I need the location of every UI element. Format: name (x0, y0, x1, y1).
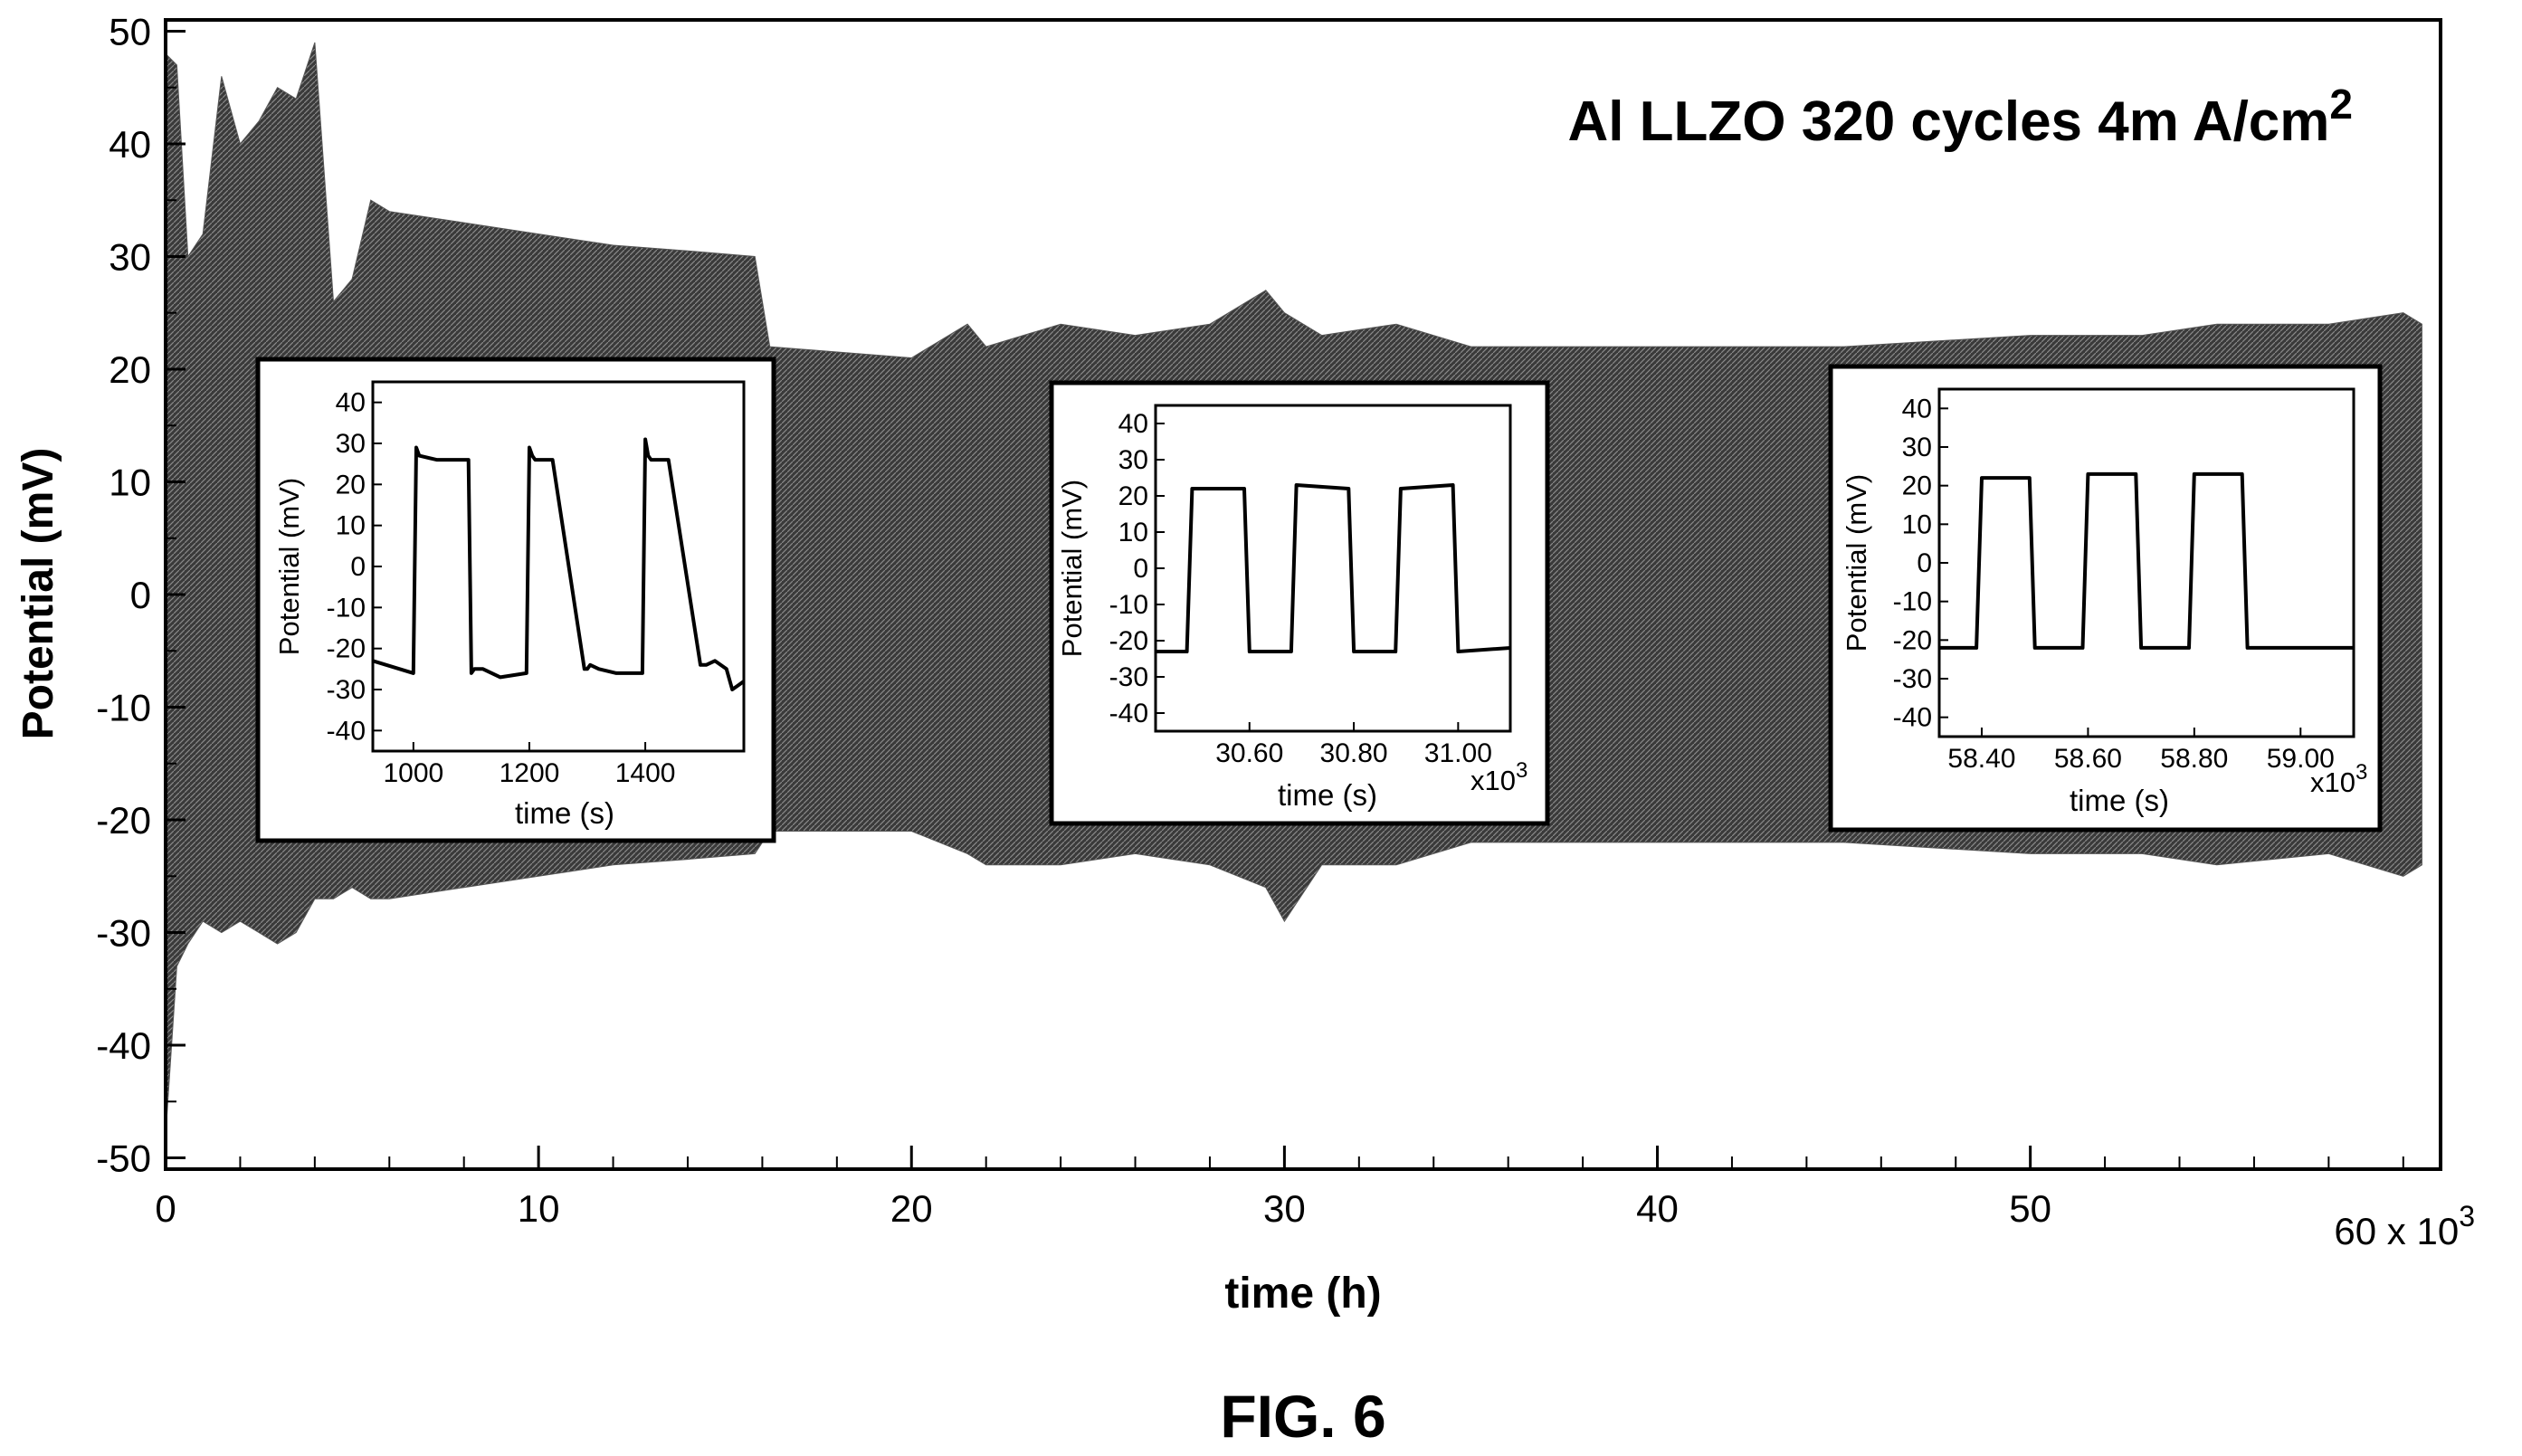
inset-1-x-tick-label: 1000 (383, 758, 443, 788)
inset-3-y-tick-label: -20 (1893, 625, 1932, 655)
inset-2-x-tick-label: 30.80 (1320, 738, 1388, 768)
inset-1-y-axis-label: Potential (mV) (273, 478, 305, 655)
inset-2-y-tick-label: 20 (1118, 481, 1148, 511)
inset-1-y-tick-label: 40 (336, 388, 366, 418)
main-y-axis-label: Potential (mV) (14, 448, 62, 740)
inset-1-x-axis-label: time (s) (515, 796, 614, 830)
main-plot-frame (164, 18, 2442, 1171)
inset-1-x-tick-label: 1200 (500, 758, 560, 788)
main-x-tick-label: 20 (890, 1187, 933, 1230)
main-y-tick-label: 20 (109, 348, 151, 391)
inset-1-y-tick-label: -10 (327, 593, 366, 623)
main-x-tick-label: 50 (2009, 1187, 2051, 1230)
main-x-tick-label: 40 (1636, 1187, 1679, 1230)
main-y-tick-label: -10 (96, 687, 151, 729)
inset-1-y-tick-label: 20 (336, 470, 366, 500)
figure-caption: FIG. 6 (1220, 1383, 1385, 1450)
main-x-multiplier: 60 x 103 (2334, 1200, 2475, 1252)
inset-chart-2: 40 30 20 10 0 -10 -20 -30 -40 30.60 30.80 31.00 Pot… (1049, 380, 1550, 826)
inset-3-y-tick-label: 20 (1902, 471, 1932, 501)
inset-3-x-tick-label: 58.40 (1947, 744, 2015, 774)
inset-3-y-tick-label: -30 (1893, 664, 1932, 694)
inset-1-y-tick-label: -20 (327, 634, 366, 664)
inset-3-series-line-0 (1939, 471, 2354, 650)
inset-2-y-tick-label: -20 (1109, 626, 1148, 656)
inset-3-content: 40 30 20 10 0 -10 -20 -30 -40 58.40 58.60 58.80 59.0… (1893, 394, 2354, 774)
inset-3-x-tick-label: 58.80 (2160, 744, 2228, 774)
main-x-tick-label: 30 (1263, 1187, 1306, 1230)
inset-3-y-tick-label: -40 (1893, 703, 1932, 733)
main-y-tick-label: 40 (109, 123, 151, 166)
inset-3-y-tick-label: 40 (1902, 394, 1932, 423)
inset-3-y-tick-label: 10 (1902, 509, 1932, 539)
inset-2-y-tick-label: 10 (1118, 518, 1148, 547)
inset-2-y-tick-label: -10 (1109, 590, 1148, 620)
main-y-tick-label: -30 (96, 912, 151, 955)
inset-1-y-tick-label: -30 (327, 675, 366, 705)
main-y-tick-label: -50 (96, 1137, 151, 1180)
main-y-tick-label: 0 (130, 574, 151, 616)
main-y-tick-label: 10 (109, 461, 151, 503)
inset-3-y-tick-label: 0 (1917, 548, 1932, 578)
main-x-tick-label: 0 (155, 1187, 176, 1230)
inset-chart-3: 40 30 20 10 0 -10 -20 -30 -40 58.40 58.60 58.80 59.0… (1828, 364, 2383, 833)
inset-3-x-multiplier: x103 (2310, 760, 2367, 798)
inset-chart-1: 40 30 20 10 0 -10 -20 -30 -40 1000 1200 1400 Potent… (255, 357, 776, 843)
inset-2-x-tick-label: 31.00 (1424, 738, 1492, 768)
inset-2-y-tick-label: 0 (1133, 554, 1148, 584)
main-x-axis-label: time (h) (1224, 1270, 1381, 1318)
inset-1-y-tick-label: 0 (350, 552, 366, 582)
main-annotation: Al LLZO 320 cycles 4m A/cm2 (1567, 81, 2353, 153)
inset-1-y-tick-label: 30 (336, 429, 366, 459)
main-y-tick-label: -20 (96, 799, 151, 842)
inset-2-y-tick-label: -30 (1109, 662, 1148, 692)
inset-3-y-tick-label: 30 (1902, 433, 1932, 462)
inset-2-content: 40 30 20 10 0 -10 -20 -30 -40 30.60 30.80 31.00 (1109, 409, 1511, 768)
inset-3-x-axis-label: time (s) (2070, 784, 2169, 817)
main-y-tick-label: 50 (109, 10, 151, 52)
main-x-tick-label: 10 (518, 1187, 560, 1230)
inset-3-y-tick-label: -10 (1893, 587, 1932, 617)
inset-2-x-tick-label: 30.60 (1215, 738, 1283, 768)
inset-1-series-line-0 (372, 437, 746, 691)
main-y-tick-label: 30 (109, 235, 151, 278)
inset-2-y-tick-label: 40 (1118, 409, 1148, 439)
inset-1-y-tick-label: 10 (336, 511, 366, 541)
inset-2-frame (1049, 380, 1550, 826)
inset-2-x-axis-label: time (s) (1278, 778, 1377, 812)
inset-2-y-tick-label: 30 (1118, 445, 1148, 475)
inset-1-frame (255, 357, 776, 843)
inset-3-x-tick-label: 58.60 (2054, 744, 2122, 774)
inset-2-y-tick-label: -40 (1109, 699, 1148, 728)
inset-2-y-axis-label: Potential (mV) (1056, 480, 1088, 657)
inset-3-frame (1828, 364, 2383, 833)
inset-3-y-axis-label: Potential (mV) (1841, 474, 1872, 652)
inset-2-series-line-0 (1156, 483, 1511, 653)
inset-1-x-tick-label: 1400 (615, 758, 676, 788)
inset-2-x-multiplier: x103 (1470, 758, 1527, 796)
inset-3-x-tick-label: 59.00 (2267, 744, 2335, 774)
main-y-tick-label: -40 (96, 1024, 151, 1067)
inset-1-y-tick-label: -40 (327, 716, 366, 746)
inset-1-content: 40 30 20 10 0 -10 -20 -30 -40 1000 1200 1400 (327, 388, 746, 788)
